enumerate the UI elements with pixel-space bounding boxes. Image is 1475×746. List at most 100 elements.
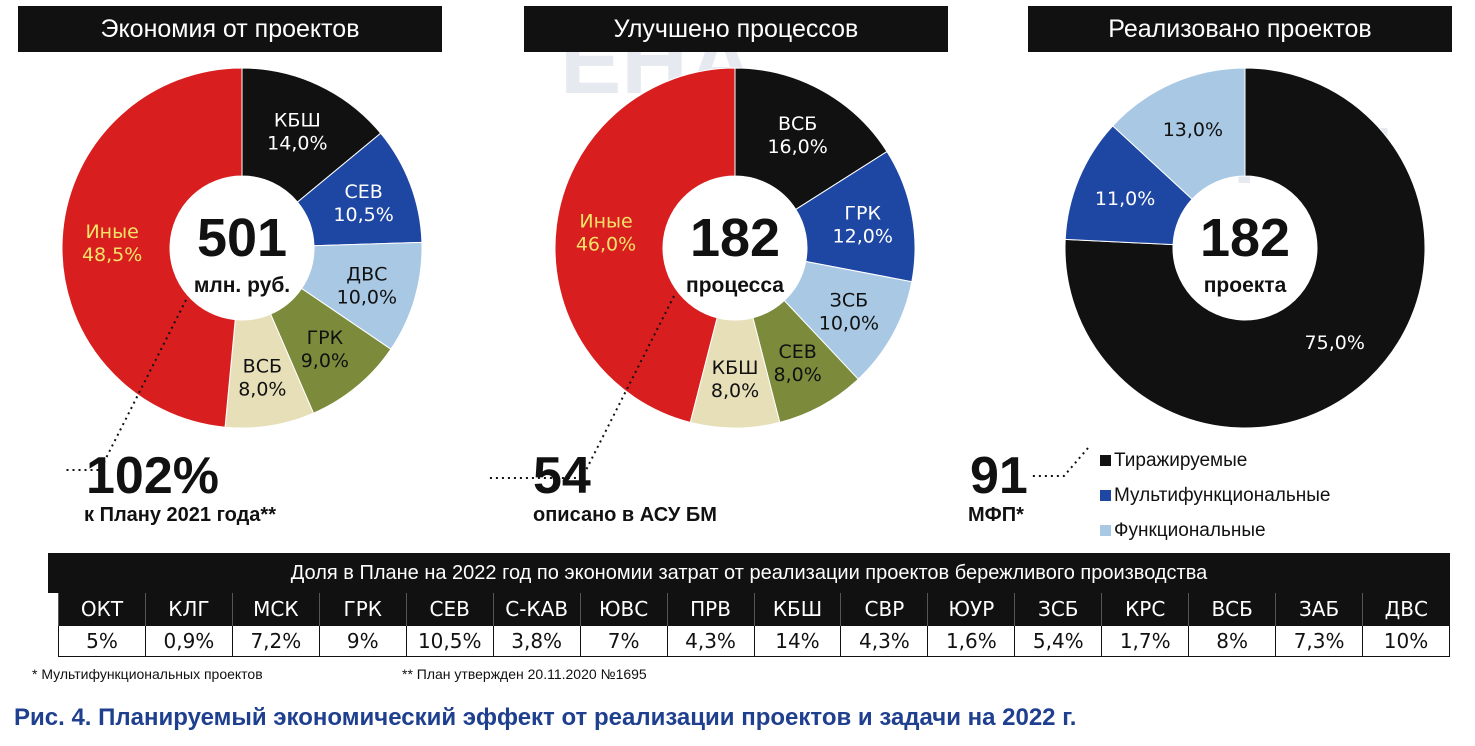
plan-table: ОКТ КЛГ МСК ГРК СЕВ С-КАВ ЮВС ПРВ КБШ СВР ЮУР ЗСБ КР…	[58, 593, 1450, 657]
slice-value: 10,0%	[337, 286, 397, 308]
slice-value: 8,0%	[238, 378, 286, 400]
table-header-cell: ГРК	[318, 593, 407, 626]
legend-label: Функциональные	[1114, 520, 1266, 541]
table-value-row: 5% 0,9% 7,2% 9% 10,5% 3,8% 7% 4,3% 14% 4,3% 1,6% 5,…	[58, 625, 1450, 657]
table-value-cell: 1,7%	[1101, 625, 1190, 657]
slice-value: 9,0%	[301, 350, 349, 372]
slice-label: Иные 48,5%	[82, 221, 142, 266]
slice-name: КБШ	[274, 109, 321, 131]
slice-label: Иные 46,0%	[576, 211, 636, 256]
slice-label: КБШ 8,0%	[711, 357, 759, 402]
table-header-row: ОКТ КЛГ МСК ГРК СЕВ С-КАВ ЮВС ПРВ КБШ СВР ЮУР ЗСБ КР…	[58, 593, 1450, 626]
table-value-cell: 10,5%	[405, 625, 494, 657]
slice-name: ВСБ	[778, 113, 817, 135]
slice-label: ВСБ 8,0%	[238, 355, 286, 400]
legend: Тиражируемые Мультифункциональные Функци…	[1100, 446, 1331, 551]
slice-value: 14,0%	[267, 132, 327, 154]
slice-name: Иные	[85, 221, 138, 243]
table-header-cell: СЕВ	[405, 593, 494, 626]
legend-item-functional: Функциональные	[1100, 516, 1331, 551]
table-header-cell: ПРВ	[666, 593, 754, 626]
slice-name: СЕВ	[344, 181, 382, 203]
table-header-cell: КБШ	[753, 593, 841, 626]
legend-label: Тиражируемые	[1114, 450, 1248, 471]
slice-value: 8,0%	[711, 380, 759, 402]
legend-label: Мультифункциональные	[1114, 485, 1331, 506]
footnote-multifunctional: * Мультифункциональных проектов	[32, 666, 263, 682]
center-unit: проекта	[1204, 274, 1287, 297]
note-projects: 91 МФП*	[966, 450, 1028, 528]
plan-share-table: Доля в Плане на 2022 год по экономии зат…	[48, 553, 1450, 657]
footnote-plan: ** План утвержден 20.11.2020 №1695	[402, 666, 647, 682]
note-processes: 54 описано в АСУ БМ	[533, 450, 717, 528]
table-header-cell: ЮУР	[927, 593, 1015, 626]
table-value-cell: 5%	[58, 625, 146, 657]
table-value-cell: 4,3%	[666, 625, 755, 657]
center-value: 501	[197, 208, 287, 268]
figure-caption: Рис. 4. Планируемый экономический эффект…	[14, 704, 1077, 731]
legend-swatch	[1100, 455, 1111, 467]
table-header-cell: МСК	[231, 593, 320, 626]
slice-name: ВСБ	[243, 355, 282, 377]
donut-chart-savings: КБШ 14,0% СЕВ 10,5% ДВС 10,0% ГРК 9,0% ВСБ 8,0% Ин…	[61, 67, 423, 429]
slice-label: ВСБ 16,0%	[767, 113, 827, 158]
table-header-cell: С-КАВ	[492, 593, 581, 626]
note-caption: к Плану 2021 года**	[84, 504, 276, 526]
panel-title-savings: Экономия от проектов	[18, 6, 442, 52]
note-savings: 102% к Плану 2021 года**	[84, 450, 276, 528]
slice-name: ЗСБ	[830, 290, 868, 312]
slice-value: 12,0%	[833, 226, 893, 248]
table-title: Доля в Плане на 2022 год по экономии зат…	[48, 553, 1450, 593]
table-value-cell: 10%	[1362, 625, 1450, 657]
center-unit: процесса	[686, 274, 784, 297]
table-header-cell: СВР	[840, 593, 928, 626]
slice-label: 75,0%	[1305, 332, 1365, 354]
slice-value: 48,5%	[82, 244, 142, 266]
table-value-cell: 8%	[1188, 625, 1277, 657]
slice-label: СЕВ 8,0%	[773, 341, 821, 386]
slice-name: ГРК	[307, 327, 344, 349]
table-value-cell: 7,3%	[1275, 625, 1364, 657]
slice-label: 11,0%	[1095, 188, 1155, 210]
slice-name: Иные	[579, 211, 632, 233]
table-header-cell: ЮВС	[579, 593, 668, 626]
table-value-cell: 4,3%	[840, 625, 929, 657]
panel-title-processes: Улучшено процессов	[524, 6, 948, 52]
slice-value: 10,0%	[819, 313, 879, 335]
center-unit: млн. руб.	[194, 274, 290, 297]
panel-title-projects: Реализовано проектов	[1028, 6, 1452, 52]
note-value: 102%	[86, 447, 219, 505]
slice-label: 13,0%	[1163, 119, 1223, 141]
table-value-cell: 7%	[579, 625, 668, 657]
donut-slice	[1112, 67, 1246, 200]
center-value: 182	[690, 208, 780, 268]
donut-chart-projects: 75,0% 11,0% 13,0% 182 проекта	[1064, 67, 1426, 429]
table-value-cell: 1,6%	[927, 625, 1016, 657]
table-header-cell: ВСБ	[1188, 593, 1276, 626]
center-value: 182	[1200, 208, 1290, 268]
slice-name: КБШ	[712, 357, 759, 379]
table-value-cell: 0,9%	[144, 625, 233, 657]
table-header-cell: КРС	[1101, 593, 1189, 626]
donut-slice	[241, 67, 382, 203]
leader-line-projects	[1030, 447, 1089, 477]
slice-label: ГРК 9,0%	[301, 327, 349, 372]
note-caption: описано в АСУ БМ	[533, 504, 717, 526]
table-header-cell: ЗСБ	[1014, 593, 1102, 626]
legend-swatch	[1100, 490, 1111, 502]
slice-label: СЕВ 10,5%	[333, 181, 393, 226]
donut-slice	[1064, 67, 1426, 429]
slice-name: СЕВ	[778, 341, 816, 363]
table-value-cell: 5,4%	[1014, 625, 1103, 657]
note-value: 91	[970, 447, 1028, 505]
slice-label: ГРК 12,0%	[833, 203, 893, 248]
slice-name: ГРК	[844, 203, 881, 225]
slice-value: 10,5%	[333, 204, 393, 226]
table-header-cell: ЗАБ	[1275, 593, 1363, 626]
table-value-cell: 14%	[753, 625, 842, 657]
table-header-cell: КЛГ	[144, 593, 233, 626]
slice-label: ЗСБ 10,0%	[819, 290, 879, 335]
slice-label: ДВС 10,0%	[337, 263, 397, 308]
table-header-cell: ОКТ	[58, 593, 146, 626]
legend-item-multifunctional: Мультифункциональные	[1100, 481, 1331, 516]
